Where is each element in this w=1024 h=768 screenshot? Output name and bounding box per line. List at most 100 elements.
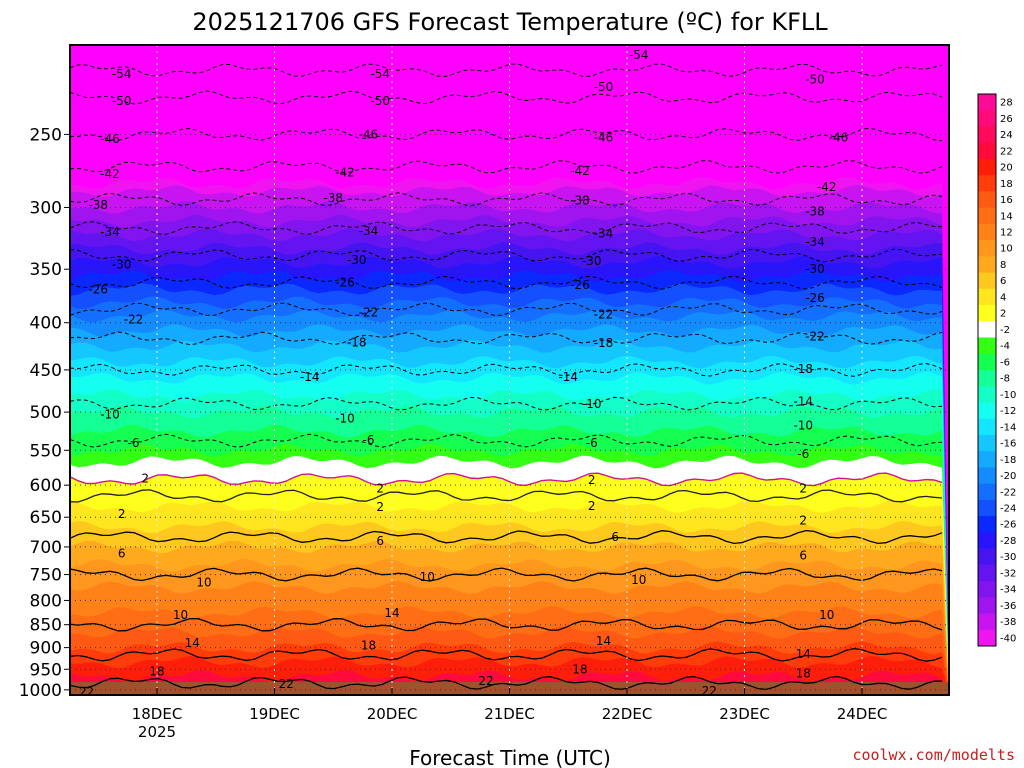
- freezing-line: [70, 472, 943, 487]
- colorbar-swatch: [978, 353, 996, 371]
- contour-label: 2: [141, 471, 149, 485]
- contour-label: -10: [582, 397, 602, 411]
- x-axis-label: Forecast Time (UTC): [409, 746, 611, 768]
- contour-label: -18: [347, 335, 367, 349]
- colorbar-swatch: [978, 175, 996, 192]
- contour-label: -34: [594, 226, 614, 240]
- colorbar-label: 2: [1000, 309, 1006, 320]
- colorbar-swatch: [978, 337, 996, 355]
- colorbar-swatch: [978, 305, 996, 322]
- contour-line: [70, 362, 943, 377]
- colorbar-label: 8: [1000, 260, 1006, 271]
- colorbar-swatch: [978, 223, 996, 241]
- colorbar-label: -24: [1000, 504, 1016, 515]
- colorbar-label: -20: [1000, 471, 1016, 482]
- contour-label: 2: [588, 473, 596, 487]
- x-tick-label: 24DEC: [837, 705, 888, 723]
- contour-line: [70, 248, 943, 263]
- colorbar-swatch: [978, 499, 996, 517]
- y-tick-label: 300: [30, 198, 62, 218]
- colorbar-swatch: [978, 516, 996, 533]
- contour-label: -26: [335, 276, 355, 290]
- contour-label: -38: [88, 198, 108, 212]
- colorbar-swatch: [978, 142, 996, 160]
- contour-lines: [70, 63, 943, 691]
- colorbar-label: 14: [1000, 211, 1013, 222]
- y-tick-label: 500: [30, 403, 62, 423]
- contour-label: -22: [594, 308, 614, 322]
- contour-label: 2: [799, 481, 807, 495]
- colorbar-label: -18: [1000, 455, 1016, 466]
- colorbar-label: 24: [1000, 130, 1013, 141]
- contour-label: 22: [279, 677, 294, 691]
- x-year-label: 2025: [138, 723, 176, 741]
- colorbar-swatch: [978, 126, 996, 144]
- contour-label: 18: [796, 666, 811, 680]
- colorbar-label: -40: [1000, 633, 1016, 644]
- contour-label: -46: [100, 132, 120, 146]
- contour-label: 18: [149, 664, 164, 678]
- contour-label: 14: [796, 647, 811, 661]
- contour-label: -10: [100, 408, 120, 422]
- colorbar-label: -32: [1000, 568, 1016, 579]
- contour-label: -50: [594, 80, 614, 94]
- colorbar-label: 6: [1000, 276, 1006, 287]
- contour-label: 6: [376, 534, 384, 548]
- contour-label: -42: [570, 164, 590, 178]
- contour-line: [70, 127, 943, 142]
- colorbar-swatch: [978, 386, 996, 403]
- y-tick-label: 850: [30, 616, 62, 636]
- colorbar-label: 18: [1000, 179, 1013, 190]
- x-axis: 18DEC 19DEC 20DEC 21DEC 22DEC 23DEC 24DEC: [132, 688, 888, 723]
- contour-line: [70, 63, 943, 77]
- y-tick-label: 1000: [19, 681, 62, 701]
- credit-text: coolwx.com/modelts: [852, 746, 1015, 764]
- y-tick-label: 550: [30, 441, 62, 461]
- colorbar-swatch: [978, 434, 996, 452]
- colorbar-swatch: [978, 94, 996, 111]
- contour-label: -46: [594, 131, 614, 145]
- colorbar-label: -6: [1000, 357, 1010, 368]
- contour-label: -6: [586, 436, 598, 450]
- colorbar-label: 16: [1000, 195, 1013, 206]
- contour-label: -22: [359, 306, 379, 320]
- colorbar-swatch: [978, 581, 996, 598]
- contour-label: 22: [702, 684, 717, 698]
- colorbar-swatch: [978, 370, 996, 387]
- contour-line: [70, 302, 943, 316]
- contour-label: -14: [558, 370, 578, 384]
- colorbar-swatch: [978, 402, 996, 420]
- x-tick-label: 18DEC: [132, 705, 183, 723]
- y-axis: 250 300 350 400 450 500 550 600 650 700 750 800 850 9…: [19, 125, 70, 701]
- contour-line: [70, 192, 943, 207]
- colorbar-label: -30: [1000, 552, 1016, 563]
- colorbar-label: 12: [1000, 228, 1013, 239]
- colorbar-label: -10: [1000, 390, 1016, 401]
- colorbar-swatch: [978, 272, 996, 290]
- colorbar-label: -34: [1000, 585, 1016, 596]
- contour-label: -38: [323, 191, 343, 205]
- y-tick-label: 600: [30, 476, 62, 496]
- contour-label: -30: [582, 254, 602, 268]
- contour-line: [70, 221, 943, 235]
- contour-label: 10: [420, 570, 435, 584]
- contour-label: -6: [797, 447, 809, 461]
- contour-label: 14: [596, 634, 611, 648]
- x-tick-label: 21DEC: [484, 705, 535, 723]
- contour-line: [70, 489, 943, 503]
- contour-label: -18: [793, 362, 813, 376]
- y-tick-label: 700: [30, 538, 62, 558]
- contour-label: -42: [100, 167, 120, 181]
- y-tick-label: 350: [30, 260, 62, 280]
- colorbar-swatch: [978, 532, 996, 549]
- contour-label: 10: [631, 573, 646, 587]
- contour-label: -46: [359, 127, 379, 141]
- contour-label: -22: [805, 329, 825, 343]
- contour-label: -34: [100, 225, 120, 239]
- contour-label: 2: [799, 513, 807, 527]
- contour-label: 6: [799, 548, 807, 562]
- y-tick-label: 450: [30, 361, 62, 381]
- contour-label: -50: [805, 73, 825, 87]
- y-tick-label: 650: [30, 508, 62, 528]
